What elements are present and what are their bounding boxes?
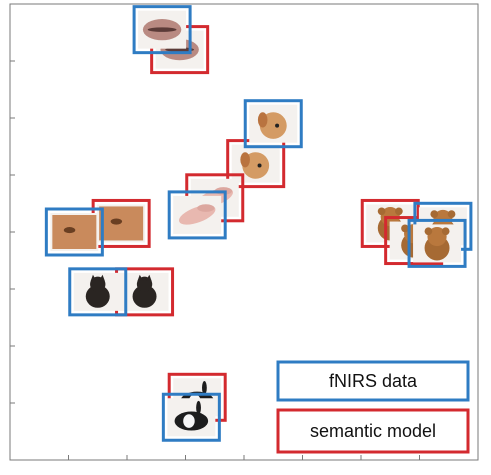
fnirs-point-cat xyxy=(70,269,126,315)
fnirs-point-hand xyxy=(169,192,225,238)
dog-ear xyxy=(258,112,268,127)
teddy-ear xyxy=(378,207,386,215)
teddy-ear xyxy=(442,227,450,235)
lips-line xyxy=(148,27,177,32)
fnirs-point-face xyxy=(46,209,102,255)
teddy-ear xyxy=(425,227,433,235)
teddy-ear xyxy=(395,207,403,215)
fnirs-point-lips xyxy=(134,7,190,53)
dog-nose xyxy=(258,164,262,168)
teddy-ear xyxy=(448,210,456,218)
fnirs-point-dog xyxy=(245,101,301,147)
face-picture xyxy=(99,206,143,240)
face-picture xyxy=(52,215,96,249)
legend-label-fnirs: fNIRS data xyxy=(329,371,418,391)
rabbit-ear xyxy=(202,381,207,395)
rabbit-patch xyxy=(183,414,195,428)
fnirs-point-teddy2 xyxy=(409,220,465,266)
fnirs-point-rabbit xyxy=(163,394,219,440)
hand-thumb xyxy=(197,204,214,212)
face-eye xyxy=(64,227,76,233)
teddy-ear xyxy=(430,210,438,218)
face-eye xyxy=(111,219,123,225)
dog-nose xyxy=(275,124,279,128)
legend-label-semantic: semantic model xyxy=(310,421,436,441)
dog-ear xyxy=(240,152,250,167)
rabbit-ear xyxy=(196,401,201,415)
